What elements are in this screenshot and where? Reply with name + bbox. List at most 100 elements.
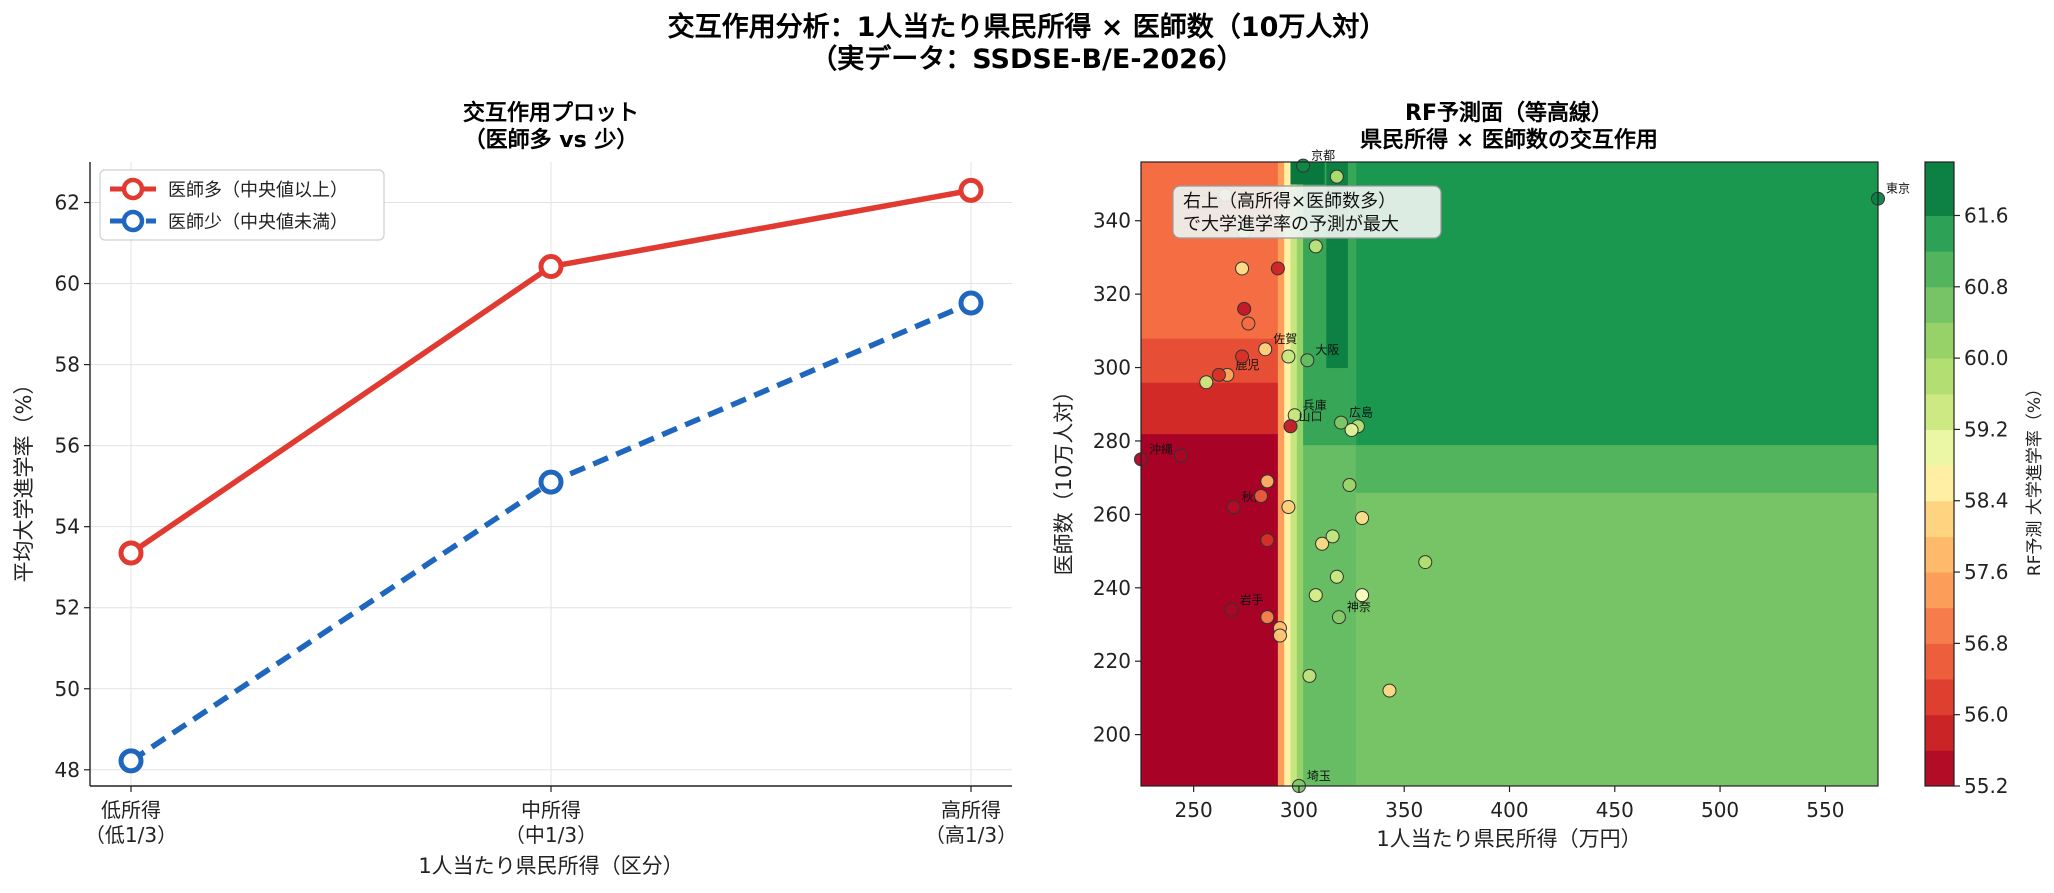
prefecture-point (1260, 474, 1275, 489)
prefecture-label: 兵庫 (1303, 398, 1327, 412)
y-tick-label: 240 (1093, 576, 1131, 600)
y-tick-label: 300 (1093, 356, 1131, 380)
prefecture-point (1308, 588, 1323, 603)
contour-region (1141, 382, 1279, 435)
prefecture-point (1199, 375, 1214, 390)
colorbar-band (1925, 251, 1954, 288)
data-point-high (958, 177, 984, 203)
colorbar-band (1925, 572, 1954, 609)
x-tick-label: 400 (1490, 798, 1528, 822)
colorbar-band (1925, 429, 1954, 466)
prefecture-point (1329, 169, 1344, 184)
colorbar-tick-label: 58.4 (1964, 489, 2009, 513)
left-title: 交互作用プロット (463, 100, 639, 126)
x-tick-label: 300 (1280, 798, 1318, 822)
colorbar-band (1925, 215, 1954, 252)
colorbar-tick-label: 61.6 (1964, 203, 2009, 227)
data-point-low (958, 290, 984, 316)
prefecture-point (1334, 415, 1349, 430)
prefecture-label: 佐賀 (1273, 332, 1297, 346)
prefecture-point (1331, 610, 1346, 625)
colorbar-band (1925, 714, 1954, 751)
y-tick-label: 60 (55, 272, 80, 296)
legend: 医師多（中央値以上） 医師少（中央値未満） (99, 169, 385, 241)
prefecture-point (1382, 683, 1397, 698)
data-point-high (538, 254, 564, 280)
colorbar-band (1925, 465, 1954, 502)
y-tick-label: 62 (55, 191, 80, 215)
legend-swatch-marker (121, 209, 145, 233)
colorbar-band (1925, 536, 1954, 573)
annotation-line2: で大学進学率の予測が最大 (1183, 214, 1399, 235)
x-tick-label: 低所得 (101, 798, 161, 822)
prefecture-point (1241, 316, 1256, 331)
right-subtitle: 県民所得 × 医師数の交互作用 (1360, 127, 1658, 153)
prefecture-point (1270, 261, 1285, 276)
legend-label: 医師少（中央値未満） (168, 212, 348, 233)
prefecture-label: 京都 (1311, 149, 1335, 163)
colorbar-band (1925, 393, 1954, 430)
right-title: RF予測面（等高線） (1405, 100, 1613, 126)
data-point-low (538, 469, 564, 495)
contour-region (1141, 338, 1279, 383)
y-tick-label: 200 (1093, 723, 1131, 747)
contour-region (1290, 162, 1298, 786)
colorbar-tick-label: 56.0 (1964, 703, 2009, 727)
contour-region (1141, 433, 1279, 786)
prefecture-point (1344, 422, 1359, 437)
prefecture-point (1342, 478, 1357, 493)
data-point-high (118, 540, 144, 566)
prefecture-point (1283, 419, 1298, 434)
left-y-axis-label: 平均大学進学率（%） (12, 374, 36, 583)
prefecture-point (1281, 349, 1296, 364)
prefecture-point (1296, 158, 1311, 173)
contour-region (1355, 444, 1878, 493)
prefecture-label: 沖縄 (1149, 441, 1173, 456)
prefecture-point (1260, 610, 1275, 625)
legend-swatch-marker (121, 177, 145, 201)
prefecture-label: 大阪 (1315, 343, 1339, 357)
x-tick-label-sub: （高1/3） (925, 823, 1017, 847)
colorbar-band (1925, 162, 1954, 216)
figure-title: 交互作用分析：1人当たり県民所得 × 医師数（10万人対） (668, 11, 1387, 43)
prefecture-point (1302, 668, 1317, 683)
colorbar-tick-label: 55.2 (1964, 774, 2009, 798)
contour-region (1296, 162, 1304, 786)
y-tick-label: 54 (55, 515, 80, 539)
prefecture-point (1315, 536, 1330, 551)
contour-region (1277, 162, 1285, 786)
prefecture-point (1325, 529, 1340, 544)
prefecture-point (1237, 301, 1252, 316)
colorbar-band (1925, 358, 1954, 395)
colorbar-band (1925, 679, 1954, 716)
colorbar-tick-label: 59.2 (1964, 417, 2009, 441)
colorbar-tick-label: 56.8 (1964, 631, 2009, 655)
x-tick-label-sub: （低1/3） (85, 823, 177, 847)
x-tick-label: 高所得 (941, 798, 1001, 822)
prefecture-point (1329, 569, 1344, 584)
prefecture-label: 山口 (1299, 409, 1323, 423)
annotation-background (1172, 185, 1442, 239)
prefecture-point (1235, 349, 1250, 364)
prefecture-point (1254, 489, 1269, 504)
x-tick-label: 250 (1175, 798, 1213, 822)
prefecture-point (1258, 342, 1273, 357)
colorbar-tick-label: 57.6 (1964, 560, 2009, 584)
x-tick-label: 350 (1385, 798, 1423, 822)
y-tick-label: 280 (1093, 429, 1131, 453)
y-tick-label: 320 (1093, 282, 1131, 306)
colorbar-band (1925, 322, 1954, 359)
y-tick-label: 56 (55, 434, 80, 458)
colorbar-tick-label: 60.0 (1964, 346, 2009, 370)
y-tick-label: 58 (55, 353, 80, 377)
prefecture-point (1281, 500, 1296, 515)
prefecture-point (1355, 511, 1370, 526)
prefecture-point (1300, 353, 1315, 368)
legend-box (99, 169, 385, 241)
contour-region (1355, 162, 1878, 446)
prefecture-point (1235, 261, 1250, 276)
prefecture-point (1226, 500, 1241, 515)
prefecture-point (1418, 555, 1433, 570)
